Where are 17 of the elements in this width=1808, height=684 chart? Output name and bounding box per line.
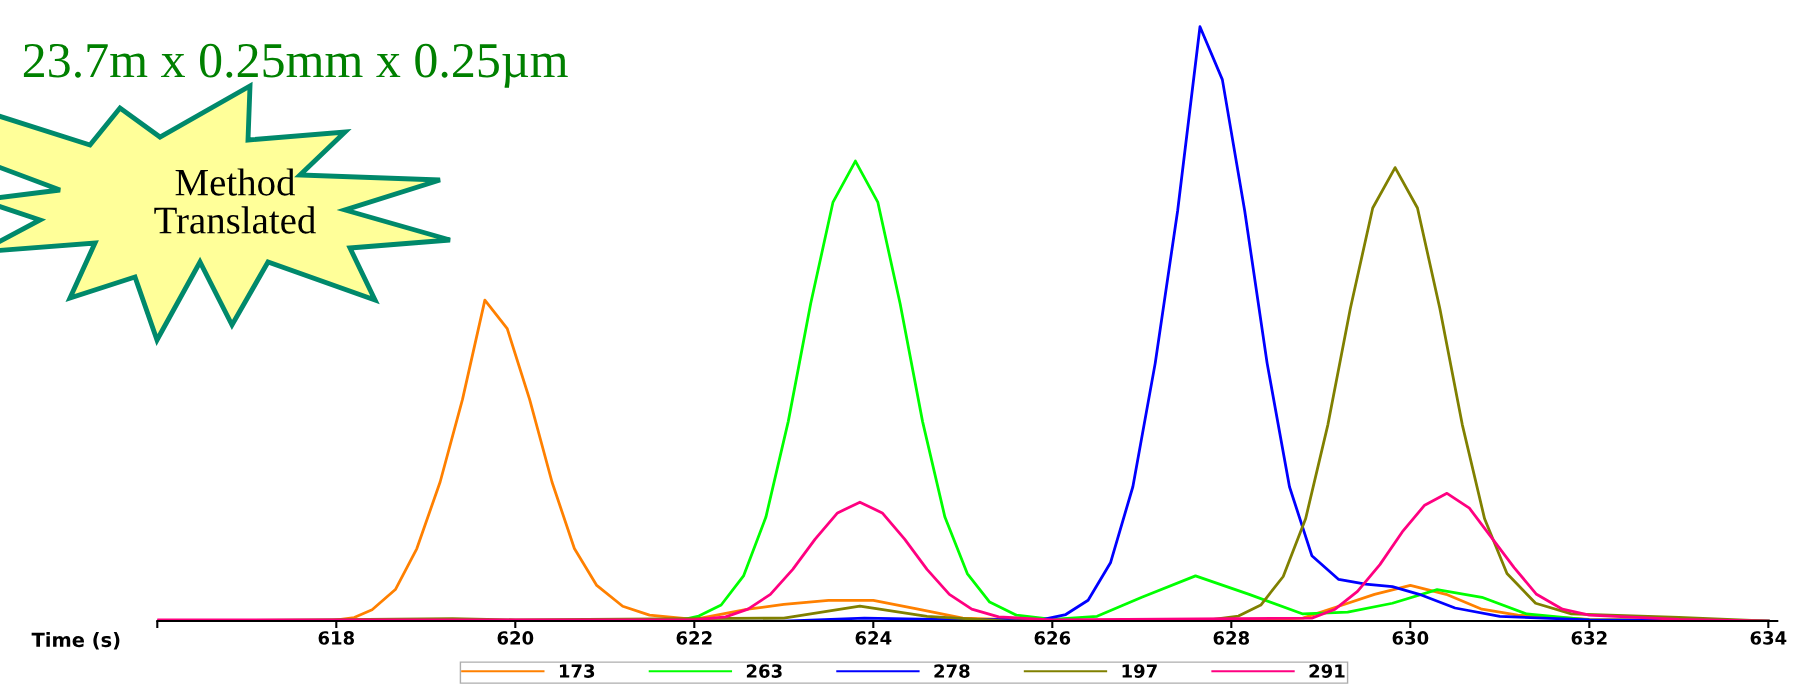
x-axis-title: Time (s)	[31, 632, 120, 650]
legend-label: 197	[1122, 664, 1157, 678]
legend-label: 173	[559, 664, 595, 678]
x-tick-label: 618	[318, 631, 355, 645]
annotation: Method Translated	[154, 168, 316, 234]
x-tick-label: 632	[1571, 631, 1607, 645]
legend-label: 278	[934, 664, 970, 678]
chart-title: 23.7m x 0.25mm x 0.25µm	[23, 43, 568, 88]
x-tick-label: 628	[1213, 631, 1250, 645]
x-tick-label: 624	[855, 631, 892, 645]
legend-label: 291	[1309, 664, 1345, 678]
x-tick-label: 620	[497, 631, 534, 645]
x-tick-label: 622	[676, 631, 712, 645]
legend-label: 263	[746, 664, 782, 678]
x-tick-label: 626	[1034, 631, 1071, 645]
x-tick-label: 634	[1750, 631, 1787, 645]
x-tick-label: 630	[1392, 631, 1429, 645]
